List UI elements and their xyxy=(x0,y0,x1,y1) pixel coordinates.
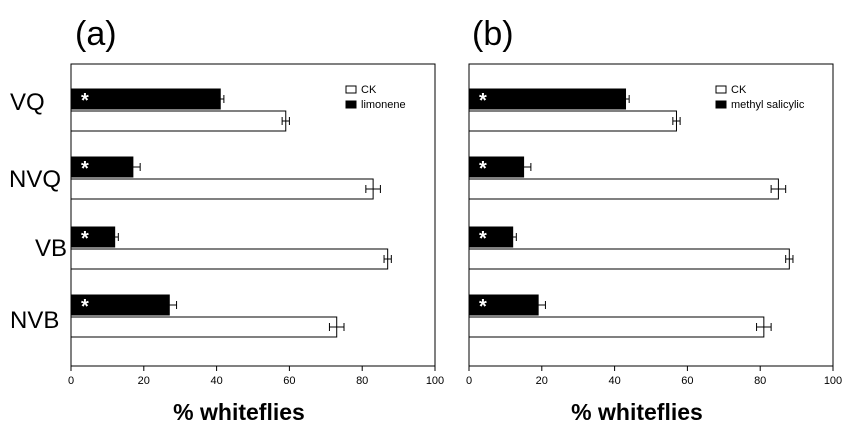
bars-a: * * * * xyxy=(70,88,392,338)
panel-a: (a) % whiteflies CK limonene * * * * 0 20 40 6… xyxy=(68,15,444,425)
legend-label-ck-a: CK xyxy=(361,84,377,96)
bar-b-nvq-treatment xyxy=(468,156,525,178)
legend-swatch-ck-b xyxy=(715,85,727,94)
legend-label-treatment-b: methyl salicylic xyxy=(731,99,805,111)
significance-star-a-nvq: * xyxy=(81,158,89,180)
bars-b: * * * * xyxy=(468,88,794,338)
category-label-nvb: NVB xyxy=(10,307,59,334)
x-tick-label-b-60: 60 xyxy=(681,375,693,387)
significance-star-b-nvq: * xyxy=(479,158,487,180)
significance-star-a-vq: * xyxy=(81,90,89,112)
bar-b-vb-treatment xyxy=(468,226,514,248)
category-label-vb: VB xyxy=(35,235,67,262)
x-tick-label-a-60: 60 xyxy=(283,375,295,387)
bar-a-nvq-ck xyxy=(70,178,374,200)
x-axis-title-b: % whiteflies xyxy=(571,399,703,425)
bar-a-vq-treatment xyxy=(70,88,221,110)
panel-label-a: (a) xyxy=(75,15,117,53)
x-ticks-b: 0 20 40 60 80 100 xyxy=(466,366,842,387)
legend-swatch-ck-a xyxy=(345,85,357,94)
plot-frame-a xyxy=(70,63,436,367)
category-label-vq: VQ xyxy=(10,89,45,116)
x-tick-label-a-80: 80 xyxy=(356,375,368,387)
significance-star-b-nvb: * xyxy=(479,296,487,318)
category-labels-a: VQ NVQ VB NVB xyxy=(9,89,67,334)
legend-a: CK limonene xyxy=(345,84,406,111)
bar-b-nvb-ck xyxy=(468,316,765,338)
bar-b-vq-treatment xyxy=(468,88,627,110)
x-tick-label-b-20: 20 xyxy=(536,375,548,387)
x-tick-label-b-40: 40 xyxy=(608,375,620,387)
significance-star-a-nvb: * xyxy=(81,296,89,318)
legend-swatch-treatment-a xyxy=(345,100,357,109)
x-axis-title-a: % whiteflies xyxy=(173,399,305,425)
panel-b: (b) % whiteflies CK methyl salicylic ***… xyxy=(466,15,842,425)
x-tick-label-b-0: 0 xyxy=(466,375,472,387)
significance-star-b-vb: * xyxy=(479,228,487,250)
significance-star-b-vq: * xyxy=(479,90,487,112)
significance-star-a-vb: * xyxy=(81,228,89,250)
bar-a-vb-treatment xyxy=(70,226,116,248)
legend-label-treatment-a: limonene xyxy=(361,99,406,111)
bar-a-nvb-ck xyxy=(70,316,338,338)
bar-b-vq-ck xyxy=(468,110,677,132)
x-tick-label-b-100: 100 xyxy=(824,375,842,387)
x-tick-label-a-20: 20 xyxy=(138,375,150,387)
x-tick-label-a-100: 100 xyxy=(426,375,444,387)
legend-label-ck-b: CK xyxy=(731,84,747,96)
bar-a-vq-ck xyxy=(70,110,287,132)
x-tick-label-b-80: 80 xyxy=(754,375,766,387)
bar-a-vb-ck xyxy=(70,248,389,270)
plot-frame-b xyxy=(468,63,834,367)
bar-b-nvq-ck xyxy=(468,178,779,200)
bar-b-vb-ck xyxy=(468,248,790,270)
panel-label-b: (b) xyxy=(472,15,514,53)
category-label-nvq: NVQ xyxy=(9,166,61,193)
x-tick-label-a-0: 0 xyxy=(68,375,74,387)
x-ticks-a: 0 20 40 60 80 100 xyxy=(68,366,444,387)
legend-b: CK methyl salicylic xyxy=(715,84,805,111)
legend-swatch-treatment-b xyxy=(715,100,727,109)
x-tick-label-a-40: 40 xyxy=(210,375,222,387)
